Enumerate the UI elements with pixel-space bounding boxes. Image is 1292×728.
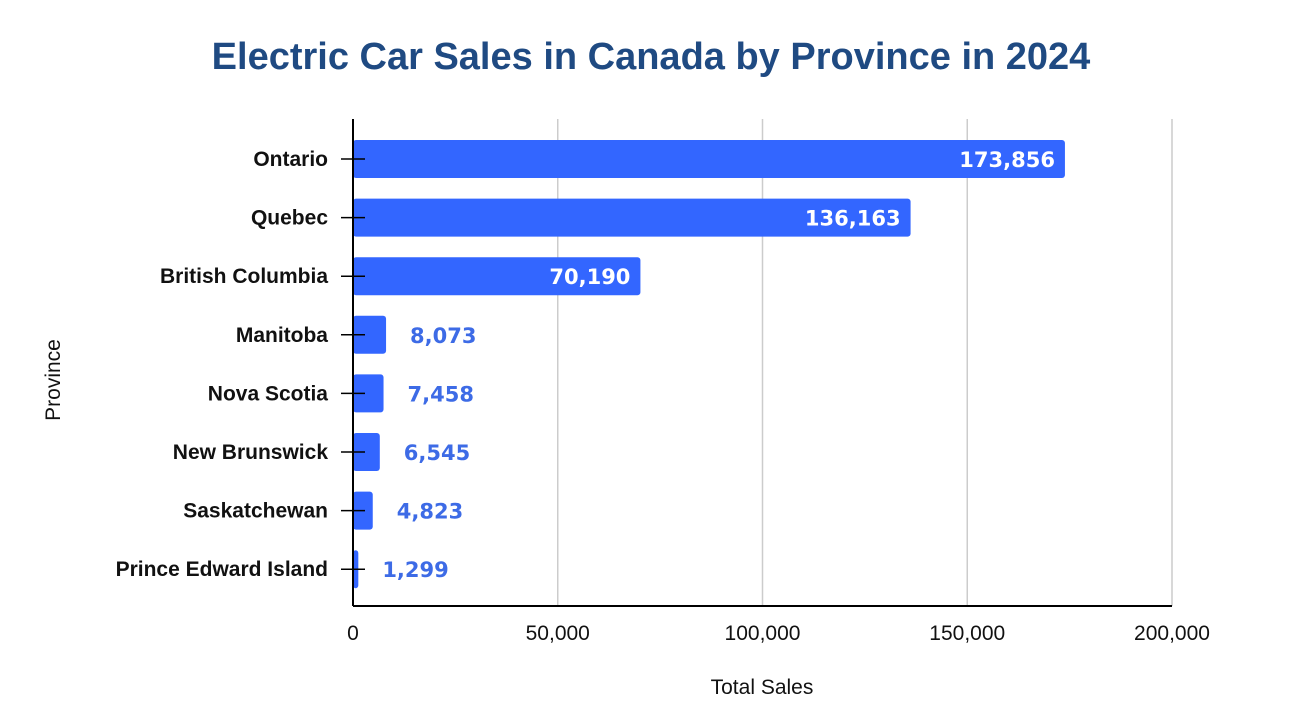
category-label: Nova Scotia <box>208 382 329 405</box>
data-label: 6,545 <box>404 441 470 465</box>
gridlines <box>557 119 1173 606</box>
axes <box>341 119 1172 607</box>
data-label: 4,823 <box>397 500 463 524</box>
chart-title: Electric Car Sales in Canada by Province… <box>211 36 1091 78</box>
bar <box>353 140 1065 178</box>
labels: 0 50,000 100,000 150,000 200,000 Ontario 173,8… <box>116 148 1210 645</box>
data-label: 70,190 <box>549 265 630 289</box>
x-tick-label: 100,000 <box>725 622 801 645</box>
x-tick-label: 50,000 <box>526 622 590 645</box>
category-label: Saskatchewan <box>183 500 328 523</box>
bar <box>353 257 641 296</box>
x-tick-label: 200,000 <box>1134 622 1210 645</box>
bar <box>353 198 911 237</box>
category-label: New Brunswick <box>173 441 329 464</box>
category-label: Manitoba <box>236 324 328 347</box>
data-label: 173,856 <box>959 148 1055 172</box>
bar <box>353 374 384 413</box>
bars <box>353 140 1065 589</box>
bar <box>353 433 380 471</box>
data-label: 7,458 <box>408 382 474 406</box>
category-label: Quebec <box>251 207 328 230</box>
category-label: Ontario <box>253 148 328 171</box>
category-label: British Columbia <box>160 265 328 288</box>
data-label: 136,163 <box>805 207 901 231</box>
data-label: 1,299 <box>382 558 448 582</box>
data-label: 8,073 <box>410 324 476 348</box>
x-tick-label: 150,000 <box>929 622 1005 645</box>
x-tick-label: 0 <box>347 622 359 645</box>
y-axis-title: Province <box>42 339 65 421</box>
x-axis-title: Total Sales <box>711 676 814 699</box>
bar <box>353 315 387 354</box>
category-label: Prince Edward Island <box>116 558 328 581</box>
